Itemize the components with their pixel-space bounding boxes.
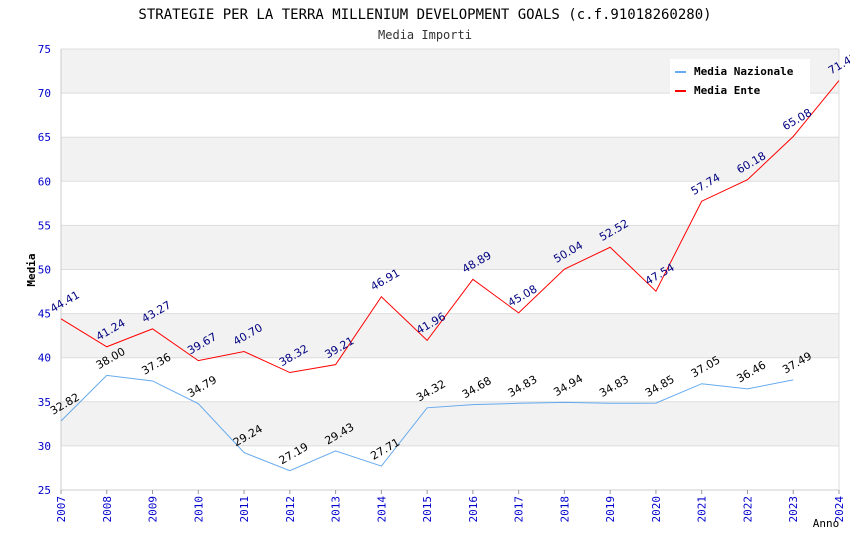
x-tick-label: 2007 <box>55 496 68 523</box>
y-tick-label: 40 <box>38 352 51 365</box>
x-tick-label: 2011 <box>238 496 251 523</box>
y-tick-label: 50 <box>38 264 51 277</box>
grid-band <box>61 225 839 270</box>
legend-swatch-ente <box>675 90 686 92</box>
y-tick-label: 30 <box>38 440 51 453</box>
x-tick-label: 2023 <box>787 496 800 523</box>
x-tick-label: 2015 <box>421 496 434 523</box>
legend-label-nazionale: Media Nazionale <box>694 65 794 78</box>
data-label: 34.85 <box>643 373 677 400</box>
series-line-nazionale <box>60 374 794 472</box>
y-tick-label: 60 <box>38 175 51 188</box>
data-label: 65.08 <box>780 106 814 133</box>
series-line-ente <box>60 80 840 374</box>
y-tick-label: 55 <box>38 219 51 232</box>
y-tick-label: 25 <box>38 484 51 497</box>
data-label: 34.32 <box>414 377 448 404</box>
x-tick-label: 2012 <box>284 496 297 523</box>
x-tick-label: 2021 <box>696 496 709 523</box>
x-tick-label: 2022 <box>741 496 754 523</box>
y-tick-label: 45 <box>38 308 51 321</box>
x-tick-label: 2020 <box>650 496 663 523</box>
data-label: 34.83 <box>506 373 540 400</box>
x-tick-label: 2019 <box>604 496 617 523</box>
x-tick-label: 2008 <box>101 496 114 523</box>
x-axis-label: Anno <box>813 517 840 530</box>
data-label: 34.83 <box>597 373 631 400</box>
data-label: 34.79 <box>185 373 219 400</box>
x-tick-label: 2018 <box>558 496 571 523</box>
chart-subtitle: Media Importi <box>378 28 472 42</box>
x-tick-label: 2010 <box>192 496 205 523</box>
grid-band <box>61 313 839 358</box>
data-label: 34.68 <box>460 374 494 401</box>
y-tick-label: 35 <box>38 396 51 409</box>
y-tick-label: 65 <box>38 131 51 144</box>
x-tick-label: 2016 <box>467 496 480 523</box>
y-axis-label: Media <box>25 253 38 286</box>
data-label: 44.41 <box>48 288 82 315</box>
x-tick-label: 2014 <box>375 496 388 523</box>
legend-label-ente: Media Ente <box>694 84 761 97</box>
data-label: 34.94 <box>551 372 585 399</box>
grid-band <box>61 137 839 182</box>
y-tick-label: 70 <box>38 87 51 100</box>
y-tick-label: 75 <box>38 43 51 56</box>
x-tick-label: 2009 <box>147 496 160 523</box>
x-tick-label: 2024 <box>833 496 846 523</box>
data-label: 46.91 <box>368 266 402 293</box>
data-label: 36.46 <box>734 359 768 386</box>
grid-band <box>61 401 839 446</box>
data-label: 45.08 <box>506 282 540 309</box>
x-tick-label: 2013 <box>330 496 343 523</box>
chart-title: STRATEGIE PER LA TERRA MILLENIUM DEVELOP… <box>138 7 711 23</box>
x-tick-label: 2017 <box>513 496 526 523</box>
legend-swatch-nazionale <box>675 71 686 73</box>
legend: Media Nazionale Media Ente <box>670 59 810 99</box>
